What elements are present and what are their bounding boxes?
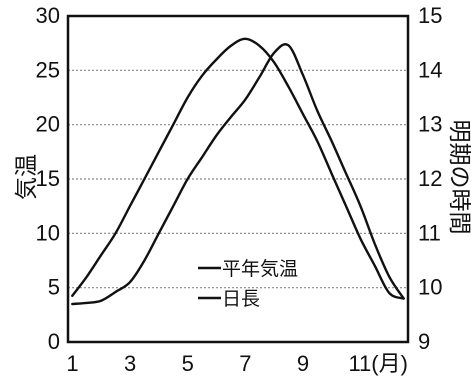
legend-label-daylength: 日長	[222, 288, 260, 310]
y-left-tick-2: 10	[36, 220, 60, 245]
y-right-tick-1: 10	[418, 275, 442, 300]
y-right-tick-3: 12	[418, 166, 442, 191]
y-axis-title-left: 気温	[14, 154, 40, 200]
x-tick-4: 9	[297, 351, 309, 376]
series-line-0	[71, 43, 405, 306]
x-tick-3: 7	[239, 351, 251, 376]
y-left-tick-3: 15	[36, 166, 60, 191]
series-line-1	[71, 37, 405, 300]
y-right-tick-5: 14	[418, 57, 442, 82]
y-right-tick-6: 15	[418, 3, 442, 28]
y-left-tick-0: 0	[48, 329, 60, 354]
y-right-tick-0: 9	[418, 329, 430, 354]
y-axis-title-right: 明期の時間	[446, 120, 471, 235]
y-right-tick-2: 11	[418, 220, 441, 245]
x-tick-0: 1	[66, 351, 78, 376]
gridlines	[68, 69, 408, 289]
series-lines	[71, 37, 405, 306]
legend-label-temperature: 平年気温	[222, 258, 298, 280]
y-left-tick-1: 5	[48, 275, 60, 300]
y-left-tick-6: 30	[36, 3, 60, 28]
x-tick-1: 3	[124, 351, 136, 376]
x-tick-2: 5	[182, 351, 194, 376]
x-tick-5: 11(月)	[348, 351, 408, 376]
plot-frame	[66, 14, 410, 344]
y-right-tick-4: 13	[418, 112, 442, 137]
y-left-tick-5: 25	[36, 57, 60, 82]
y-left-tick-4: 20	[36, 112, 60, 137]
legend: 平年気温 日長	[198, 258, 298, 310]
